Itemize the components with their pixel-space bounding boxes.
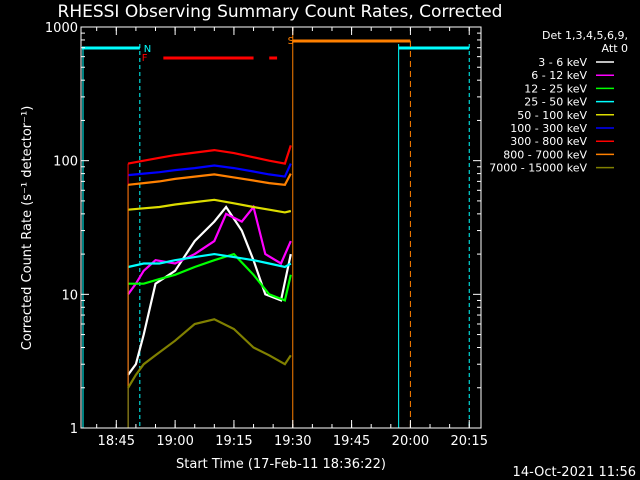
x-axis-label: Start Time (17-Feb-11 18:36:22) xyxy=(176,457,386,472)
timestamp: 14-Oct-2021 11:56 xyxy=(513,465,636,480)
x-tick-label: 20:15 xyxy=(451,434,488,449)
y-tick-label: 1 xyxy=(70,422,78,437)
y-tick-label: 100 xyxy=(53,155,78,170)
chart-title: RHESSI Observing Summary Count Rates, Co… xyxy=(58,2,503,22)
series-layer xyxy=(128,145,291,428)
y-tick-label: 10 xyxy=(61,288,78,303)
flare-flag-label: F xyxy=(142,53,148,64)
legend-label: 100 - 300 keV xyxy=(510,122,587,135)
series-line-7 xyxy=(128,174,291,185)
legend-label: 25 - 50 keV xyxy=(524,96,587,109)
series-line-8 xyxy=(128,319,291,388)
y-tick-label: 1000 xyxy=(45,21,78,36)
legend-label: 300 - 800 keV xyxy=(510,135,587,148)
x-tick-label: 20:00 xyxy=(392,434,429,449)
legend-label: 7000 - 15000 keV xyxy=(489,162,587,175)
legend-header: Att 0 xyxy=(602,42,628,55)
x-tick-label: 19:15 xyxy=(215,434,252,449)
saa-flag-label: S xyxy=(288,36,294,47)
legend-label: 800 - 7000 keV xyxy=(503,148,587,161)
series-line-4 xyxy=(128,200,291,213)
legend-label: 50 - 100 keV xyxy=(517,109,587,122)
y-axis-label: Corrected Count Rate (s⁻¹ detector⁻¹) xyxy=(20,106,35,351)
x-tick-label: 19:45 xyxy=(333,434,370,449)
x-tick-label: 19:30 xyxy=(274,434,311,449)
x-tick-label: 19:00 xyxy=(156,434,193,449)
legend-header: Det 1,3,4,5,6,9, xyxy=(542,29,628,42)
legend-label: 6 - 12 keV xyxy=(531,69,587,82)
x-tick-label: 18:45 xyxy=(98,434,135,449)
legend-label: 12 - 25 keV xyxy=(524,82,587,95)
legend-label: 3 - 6 keV xyxy=(538,56,587,69)
series-line-6 xyxy=(128,145,291,163)
axis-layer: 1 10 100 1000 18:45 19:00 19:15 19:30 19:45 20:00… xyxy=(45,21,488,449)
